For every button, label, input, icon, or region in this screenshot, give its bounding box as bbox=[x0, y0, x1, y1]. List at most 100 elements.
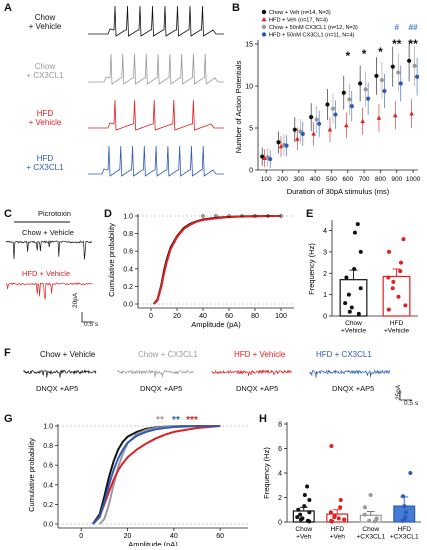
trace-label-chow-vehicle: Chow + Vehicle bbox=[6, 13, 84, 31]
b-point bbox=[295, 136, 300, 141]
e-category-label: +Vehicle bbox=[384, 328, 409, 335]
h-category-label: +CX3CL1 bbox=[390, 534, 419, 541]
g-series-line bbox=[98, 425, 221, 525]
h-category-label: +Veh bbox=[296, 534, 312, 541]
b-y-axis-label: Number of Action Potentials bbox=[234, 60, 243, 153]
e-data-point bbox=[343, 301, 348, 306]
d-ytick-label: 0.0 bbox=[123, 302, 133, 309]
e-category-label: Chow bbox=[345, 320, 362, 327]
f-title-chow-cx3cl1: Chow + CX3CL1 bbox=[138, 350, 198, 359]
b-point bbox=[412, 63, 417, 68]
g-ytick-label: 0.6 bbox=[43, 463, 53, 470]
h-data-point bbox=[302, 504, 307, 509]
b-point bbox=[317, 121, 322, 126]
f-title-hfd-cx3cl1: HFD + CX3CL1 bbox=[316, 350, 372, 359]
e-data-point bbox=[358, 286, 363, 291]
b-point bbox=[260, 154, 265, 159]
b-significance-mark: * bbox=[378, 45, 383, 59]
ap-trace-0 bbox=[88, 5, 224, 37]
h-ytick-label: 2 bbox=[278, 495, 282, 502]
e-data-point bbox=[352, 230, 357, 235]
picrotoxin-label: Picrotoxin bbox=[38, 209, 71, 218]
h-data-point bbox=[401, 494, 406, 499]
h-data-point bbox=[328, 510, 333, 515]
ap-trace-3 bbox=[88, 145, 224, 177]
b-xtick-label: 200 bbox=[277, 176, 288, 183]
h-data-point bbox=[403, 510, 408, 515]
b-legend-marker bbox=[261, 32, 267, 37]
b-point bbox=[309, 114, 314, 120]
panel-letter-f: F bbox=[4, 347, 11, 359]
h-data-point bbox=[338, 497, 343, 502]
d-xtick-label: 20 bbox=[173, 313, 181, 320]
d-tail-point bbox=[279, 214, 283, 218]
trace-label-hfd-cx3cl1: HFD + CX3CL1 bbox=[6, 154, 84, 172]
h-data-point bbox=[305, 484, 310, 489]
trace-label-hfd-vehicle: HFD + Vehicle bbox=[6, 109, 84, 127]
b-point bbox=[292, 127, 297, 132]
h-data-point bbox=[362, 505, 367, 510]
h-data-point bbox=[400, 518, 405, 523]
e-ytick-label: 3 bbox=[323, 249, 327, 256]
b-xtick-label: 1000 bbox=[406, 176, 421, 183]
panel-letter-e: E bbox=[306, 208, 314, 220]
panel-letter-d: D bbox=[104, 208, 112, 220]
h-data-point bbox=[298, 512, 303, 517]
h-data-point bbox=[372, 519, 377, 524]
d-ytick-label: 0.2 bbox=[123, 284, 133, 291]
c-trace-1 bbox=[5, 282, 92, 300]
d-xtick-label: 0 bbox=[149, 313, 153, 320]
d-tail-point bbox=[214, 214, 218, 218]
b-significance-mark: * bbox=[362, 47, 367, 61]
d-y-axis-label: Cumulative probability bbox=[107, 223, 116, 297]
b-point bbox=[390, 64, 395, 69]
b-point bbox=[327, 127, 333, 132]
trace-label-line2: + CX3CL1 bbox=[26, 163, 64, 172]
b-point bbox=[325, 102, 330, 107]
g-series-line bbox=[92, 425, 221, 525]
g-ytick-label: 1.0 bbox=[43, 424, 53, 431]
h-category-label: HFD bbox=[330, 526, 344, 533]
f-title-chow-vehicle: Chow + Vehicle bbox=[40, 350, 96, 359]
f-trace-2 bbox=[211, 369, 292, 376]
h-category-label: +Veh bbox=[330, 534, 346, 541]
d-xtick-label: 60 bbox=[225, 313, 233, 320]
d-ytick-label: 0.4 bbox=[123, 266, 133, 273]
e-ytick-label: 2 bbox=[323, 271, 327, 278]
h-ytick-label: 4 bbox=[278, 471, 282, 478]
e-ytick-label: 1 bbox=[323, 292, 327, 299]
g-xtick-label: 20 bbox=[124, 533, 132, 540]
e-data-point bbox=[344, 275, 349, 280]
d-xtick-label: 80 bbox=[251, 313, 259, 320]
h-data-point bbox=[296, 507, 301, 512]
b-point bbox=[311, 131, 316, 136]
g-ytick-label: 0.2 bbox=[43, 502, 53, 509]
f-subtitle-1: DNQX +AP5 bbox=[36, 384, 79, 393]
e-bar bbox=[339, 279, 368, 317]
h-category-label: +CX3CL1 bbox=[356, 534, 385, 541]
scale-c-x: 0.5 s bbox=[84, 321, 99, 328]
h-data-point bbox=[329, 519, 334, 524]
b-point bbox=[262, 155, 267, 161]
b-point bbox=[349, 104, 354, 109]
b-point bbox=[415, 74, 420, 79]
panel-letter-h: H bbox=[259, 413, 267, 425]
g-xtick-label: 0 bbox=[79, 533, 83, 540]
f-trace-1 bbox=[117, 369, 194, 378]
e-category-label: HFD bbox=[390, 320, 404, 327]
mepsc-traces bbox=[23, 369, 412, 401]
d-tail-point bbox=[253, 214, 257, 218]
b-legend-label: HFD + 50nM CX3CL1 (n=11, N=4) bbox=[269, 33, 355, 39]
trace-label-chow-cx3cl1: Chow + CX3CL1 bbox=[6, 62, 84, 80]
spontaneous-current-traces bbox=[5, 221, 94, 323]
f-scale-bar bbox=[399, 390, 412, 401]
e-data-point bbox=[398, 260, 403, 265]
panel-letter-c: C bbox=[4, 208, 12, 220]
h-data-point bbox=[402, 504, 407, 509]
e-data-point bbox=[347, 309, 352, 314]
b-point bbox=[330, 106, 336, 111]
g-xtick-label: 40 bbox=[170, 533, 178, 540]
h-category-label: HFD bbox=[397, 526, 411, 533]
d-ytick-label: 0.6 bbox=[123, 249, 133, 256]
b-point bbox=[376, 115, 382, 120]
